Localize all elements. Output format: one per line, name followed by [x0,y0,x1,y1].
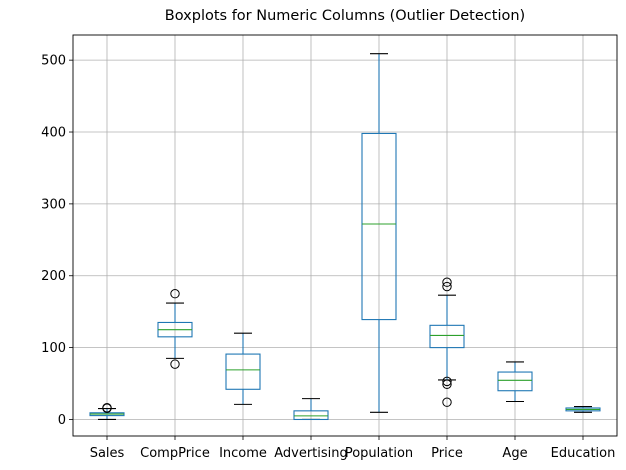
x-tick-label: CompPrice [140,446,210,461]
x-tick-label: Education [551,446,616,461]
iqr-box [225,353,261,390]
box-group-education [565,405,601,413]
iqr-box [293,410,329,421]
x-tick-label: Advertising [274,446,348,461]
box-layer [89,53,601,421]
y-tick-label: 0 [58,413,66,428]
box-group-advertising [293,398,329,421]
iqr-box [497,371,533,392]
y-tick-label: 200 [41,269,66,284]
box-group-income [225,332,261,405]
box-group-sales [89,403,125,421]
box-group-population [361,53,397,413]
x-tick-label: Age [502,446,527,461]
grid-layer [73,35,617,436]
x-tick-label: Income [219,446,267,461]
y-tick-label: 300 [41,197,66,212]
outlier-point [170,359,180,369]
outlier-point [442,397,452,407]
y-tick-label: 100 [41,341,66,356]
outlier-point [442,376,452,387]
iqr-box [429,324,465,349]
box-group-age [497,361,533,403]
box-group-price [429,277,465,407]
x-tick-label: Sales [90,446,125,461]
outlier-point [442,281,452,292]
y-tick-label: 500 [41,54,66,69]
tick-layer: 0 100 200 300 400 500 Sales CompPrice Income Adve… [41,54,615,461]
y-tick-label: 400 [41,126,66,141]
box-group-compprice [157,289,193,369]
chart-title: Boxplots for Numeric Columns (Outlier De… [164,8,526,24]
outlier-point [442,379,452,389]
plot-frame [72,34,618,437]
outlier-point [442,277,452,287]
outlier-point [102,403,112,413]
x-tick-label: Population [345,446,413,461]
iqr-box [361,132,397,321]
outlier-point [170,289,180,299]
x-tick-label: Price [431,446,463,461]
